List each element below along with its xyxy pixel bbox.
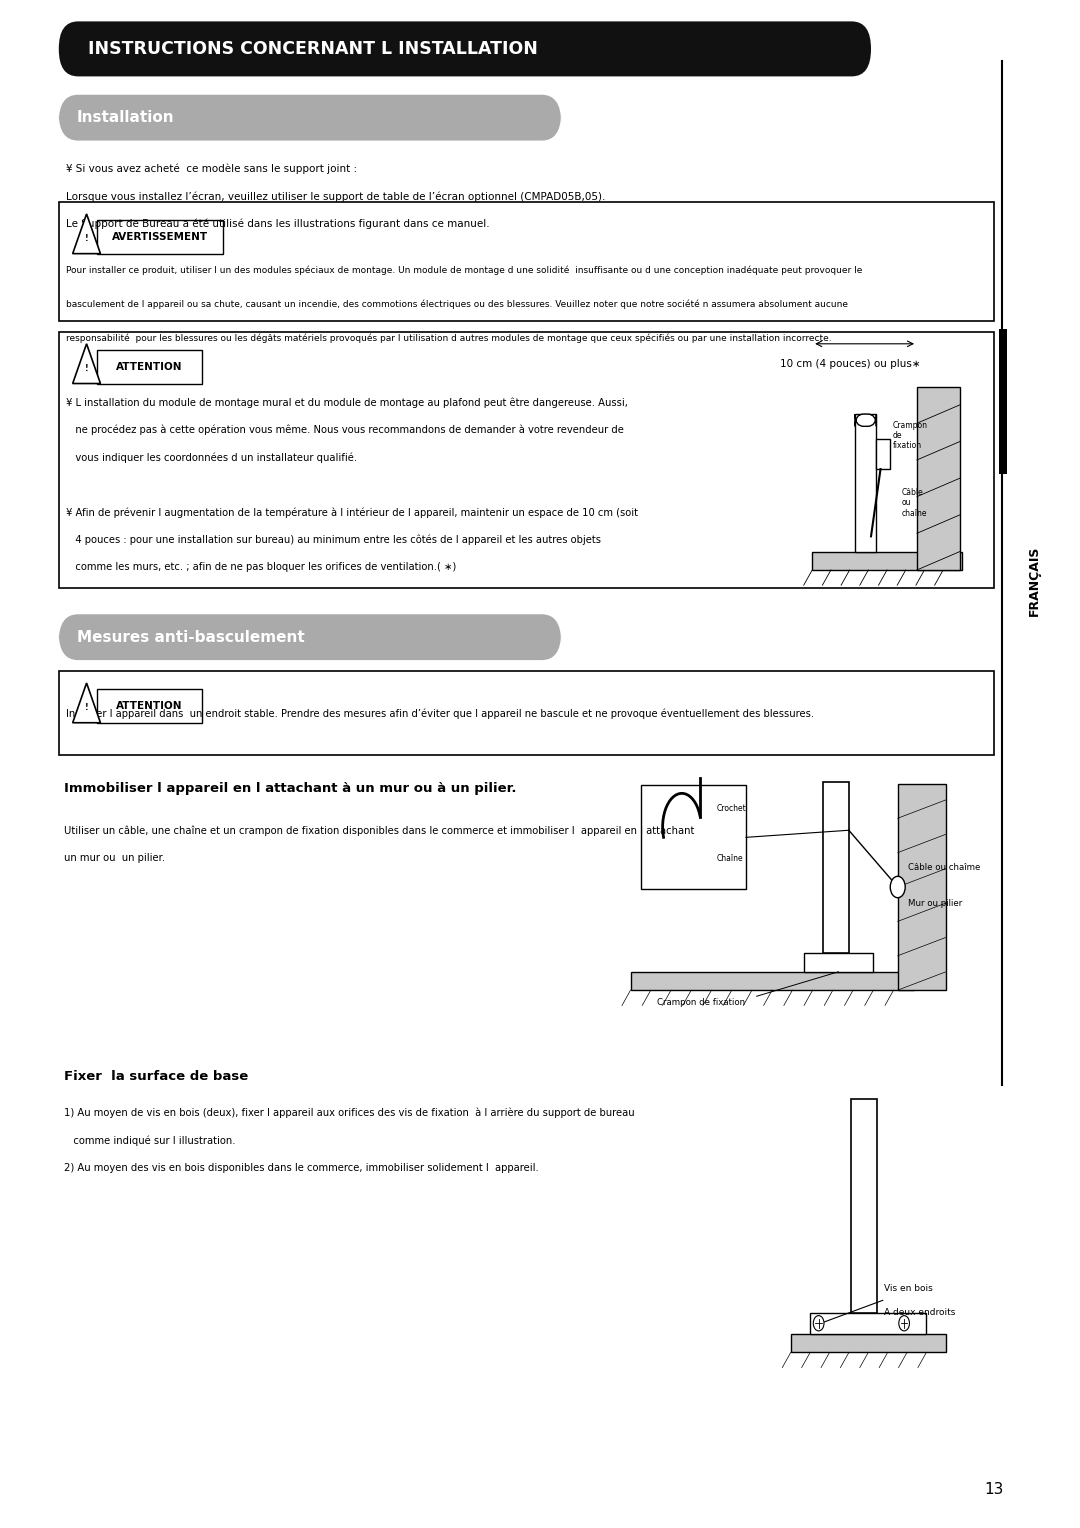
Text: ¥ Afin de prévenir l augmentation de la température à l intérieur de l appareil,: ¥ Afin de prévenir l augmentation de la … — [66, 507, 638, 518]
Text: ATTENTION: ATTENTION — [117, 701, 183, 711]
Bar — [642, 785, 746, 889]
Text: Crampon de fixation: Crampon de fixation — [658, 998, 745, 1007]
Text: ¥ Si vous avez acheté  ce modèle sans le support joint :: ¥ Si vous avez acheté ce modèle sans le … — [66, 163, 357, 174]
Circle shape — [813, 1316, 824, 1331]
Bar — [97, 689, 202, 723]
Text: AVERTISSEMENT: AVERTISSEMENT — [112, 232, 208, 241]
Text: ¥ L installation du module de montage mural et du module de montage au plafond p: ¥ L installation du module de montage mu… — [66, 397, 629, 408]
Text: comme les murs, etc. ; afin de ne pas bloquer les orifices de ventilation.( ∗): comme les murs, etc. ; afin de ne pas bl… — [66, 562, 457, 573]
Bar — [855, 414, 876, 552]
Text: ne procédez pas à cette opération vous même. Nous vous recommandons de demander : ne procédez pas à cette opération vous m… — [66, 425, 624, 435]
Bar — [897, 784, 946, 990]
Bar — [999, 329, 1007, 474]
Text: Pour installer ce produit, utiliser l un des modules spéciaux de montage. Un mod: Pour installer ce produit, utiliser l un… — [66, 266, 863, 275]
Text: A deux endroits: A deux endroits — [883, 1308, 955, 1317]
Text: 10 cm (4 pouces) ou plus∗: 10 cm (4 pouces) ou plus∗ — [780, 359, 921, 370]
Bar — [58, 671, 994, 755]
Bar — [876, 439, 890, 469]
Text: comme indiqué sur l illustration.: comme indiqué sur l illustration. — [64, 1135, 235, 1146]
Text: basculement de l appareil ou sa chute, causant un incendie, des commotions élect: basculement de l appareil ou sa chute, c… — [66, 299, 848, 309]
Text: responsabilité  pour les blessures ou les dégâts matériels provoqués par l utili: responsabilité pour les blessures ou les… — [66, 333, 832, 342]
Text: Câble
ou
chaîne: Câble ou chaîne — [902, 487, 928, 518]
Circle shape — [890, 876, 905, 898]
Text: Fixer  la surface de base: Fixer la surface de base — [64, 1070, 248, 1083]
Bar — [631, 972, 914, 990]
Text: Immobiliser l appareil en l attachant à un mur ou à un pilier.: Immobiliser l appareil en l attachant à … — [64, 782, 516, 796]
Text: Lorsque vous installez l’écran, veuillez utiliser le support de table de l’écran: Lorsque vous installez l’écran, veuillez… — [66, 191, 606, 202]
Text: 1) Au moyen de vis en bois (deux), fixer l appareil aux orifices des vis de fixa: 1) Au moyen de vis en bois (deux), fixer… — [64, 1108, 635, 1118]
Text: Chaîne: Chaîne — [717, 854, 743, 863]
FancyBboxPatch shape — [58, 21, 870, 76]
Bar — [97, 220, 224, 254]
FancyBboxPatch shape — [58, 95, 562, 141]
FancyBboxPatch shape — [58, 614, 562, 660]
Bar — [917, 387, 960, 570]
Text: Utiliser un câble, une chaîne et un crampon de fixation disponibles dans le comm: Utiliser un câble, une chaîne et un cram… — [64, 825, 694, 836]
Bar — [810, 1313, 926, 1334]
Text: vous indiquer les coordonnées d un installateur qualifié.: vous indiquer les coordonnées d un insta… — [66, 452, 357, 463]
Bar — [58, 202, 994, 321]
Text: FRANÇAIS: FRANÇAIS — [1028, 545, 1041, 616]
Text: Le Support de Bureau a été utilisé dans les illustrations figurant dans ce manue: Le Support de Bureau a été utilisé dans … — [66, 219, 490, 229]
Text: !: ! — [84, 234, 89, 243]
Bar — [58, 332, 994, 588]
Bar — [812, 552, 962, 570]
Text: Installation: Installation — [77, 110, 175, 125]
Text: 2) Au moyen des vis en bois disponibles dans le commerce, immobiliser solidement: 2) Au moyen des vis en bois disponibles … — [64, 1163, 539, 1174]
Text: INSTRUCTIONS CONCERNANT L INSTALLATION: INSTRUCTIONS CONCERNANT L INSTALLATION — [87, 40, 538, 58]
Text: Câble ou chaîme: Câble ou chaîme — [908, 863, 981, 871]
Bar — [791, 1334, 946, 1352]
Text: Mesures anti-basculement: Mesures anti-basculement — [77, 630, 305, 645]
Polygon shape — [72, 683, 100, 723]
Text: Crampon
de
fixation: Crampon de fixation — [892, 420, 928, 451]
Bar — [804, 953, 873, 972]
Text: ATTENTION: ATTENTION — [117, 362, 183, 371]
Bar — [851, 1099, 877, 1313]
Text: 4 pouces : pour une installation sur bureau) au minimum entre les côtés de l app: 4 pouces : pour une installation sur bur… — [66, 535, 602, 545]
Text: Installer l appareil dans  un endroit stable. Prendre des mesures afin d’éviter : Installer l appareil dans un endroit sta… — [66, 709, 814, 720]
Text: Mur ou pilier: Mur ou pilier — [908, 898, 962, 908]
Circle shape — [899, 1316, 909, 1331]
Polygon shape — [72, 344, 100, 384]
FancyBboxPatch shape — [855, 414, 876, 426]
Text: 13: 13 — [984, 1482, 1003, 1497]
Text: !: ! — [84, 703, 89, 712]
Bar — [97, 350, 202, 384]
Text: un mur ou  un pilier.: un mur ou un pilier. — [64, 853, 165, 863]
Text: !: ! — [84, 364, 89, 373]
Polygon shape — [72, 214, 100, 254]
Text: Vis en bois: Vis en bois — [883, 1284, 933, 1293]
Text: Crochet: Crochet — [717, 804, 746, 813]
Bar — [823, 782, 849, 953]
